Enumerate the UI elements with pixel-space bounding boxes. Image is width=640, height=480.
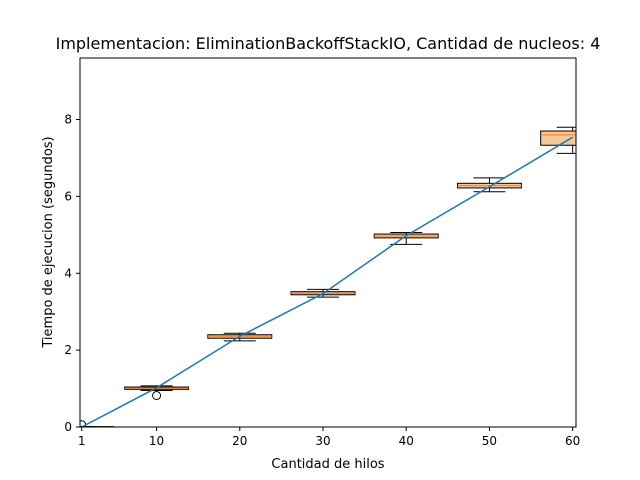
axes-layer: 1 10 20 30 40 50 60 0 2 4 6 8 xyxy=(64,113,580,449)
x-tick-label: 10 xyxy=(149,434,164,448)
y-axis-label: Tiempo de ejecucion (segundos) xyxy=(41,136,56,348)
plot-frame xyxy=(79,57,577,428)
boxplot-60 xyxy=(540,126,576,154)
series-line-0 xyxy=(81,136,574,427)
x-axis-label: Cantidad de hilos xyxy=(271,457,384,472)
x-tick-label: 60 xyxy=(565,434,580,448)
x-tick-label: 40 xyxy=(399,434,414,448)
chart-title: Implementacion: EliminationBackoffStackI… xyxy=(56,34,601,53)
outlier-point xyxy=(152,390,162,400)
x-tick-label: 50 xyxy=(482,434,497,448)
y-tick-label: 6 xyxy=(64,189,72,203)
y-tick-label: 2 xyxy=(64,343,72,357)
y-tick-label: 4 xyxy=(64,266,72,280)
y-tick-label: 8 xyxy=(64,113,72,127)
x-tick-label: 30 xyxy=(315,434,330,448)
y-tick-label: 0 xyxy=(64,420,72,434)
x-tick-label: 20 xyxy=(232,434,247,448)
boxplot-50 xyxy=(456,177,522,193)
x-tick-label: 1 xyxy=(78,434,86,448)
plot-layer xyxy=(80,126,576,427)
